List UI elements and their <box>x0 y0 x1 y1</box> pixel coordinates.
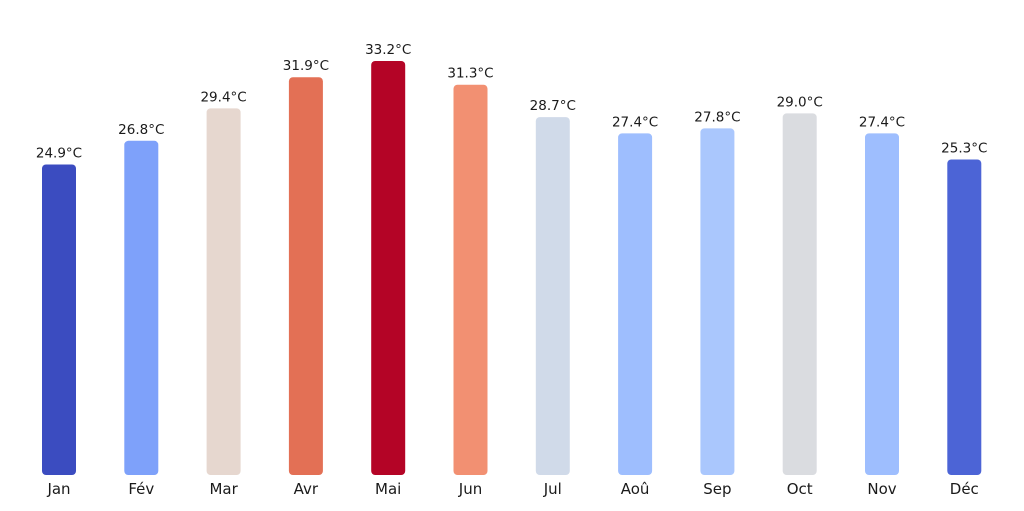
bar-2 <box>206 108 241 475</box>
bar-value-label-10: 27.4°C <box>859 114 905 130</box>
bar-7 <box>618 133 653 475</box>
x-tick-label-9: Oct <box>787 480 813 498</box>
bar-8 <box>700 128 735 475</box>
bar-value-label-0: 24.9°C <box>36 146 82 162</box>
bar-9 <box>782 113 817 476</box>
bar-value-label-9: 29.0°C <box>777 94 823 110</box>
bar-value-label-3: 31.9°C <box>283 58 329 74</box>
bar-4 <box>371 61 406 475</box>
bar-value-label-2: 29.4°C <box>200 89 246 105</box>
x-tick-label-10: Nov <box>867 480 896 498</box>
value-labels-group: 24.9°C 26.8°C 29.4°C 31.9°C 33.2°C 31.3°C 28.7… <box>36 42 988 162</box>
bar-value-label-4: 33.2°C <box>365 42 411 58</box>
x-tick-label-7: Aoû <box>621 480 650 498</box>
x-tick-label-3: Avr <box>294 480 319 498</box>
bar-1 <box>124 140 159 475</box>
bar-value-label-1: 26.8°C <box>118 122 164 138</box>
x-tick-label-11: Déc <box>950 480 979 498</box>
x-tick-label-4: Mai <box>375 480 401 498</box>
x-tick-label-1: Fév <box>128 480 154 498</box>
bars-group <box>42 61 982 476</box>
bar-10 <box>865 133 899 475</box>
x-tick-label-8: Sep <box>703 480 731 498</box>
bar-6 <box>535 117 570 476</box>
bar-value-label-7: 27.4°C <box>612 114 658 130</box>
bar-value-label-11: 25.3°C <box>941 141 987 157</box>
x-tick-label-2: Mar <box>209 480 238 498</box>
bar-5 <box>453 84 488 475</box>
x-tick-label-5: Jun <box>458 480 482 498</box>
bar-0 <box>42 164 76 475</box>
bar-value-label-8: 27.8°C <box>694 109 740 125</box>
bar-value-label-6: 28.7°C <box>530 98 576 114</box>
x-tick-labels-group: Jan Fév Mar Avr Mai Jun Jul Aoû Sep Oct Nov Déc <box>46 480 978 498</box>
x-tick-label-6: Jul <box>543 480 562 498</box>
bar-3 <box>288 77 323 476</box>
bar-value-label-5: 31.3°C <box>447 66 493 82</box>
bar-11 <box>947 159 982 475</box>
x-tick-label-0: Jan <box>46 480 70 498</box>
